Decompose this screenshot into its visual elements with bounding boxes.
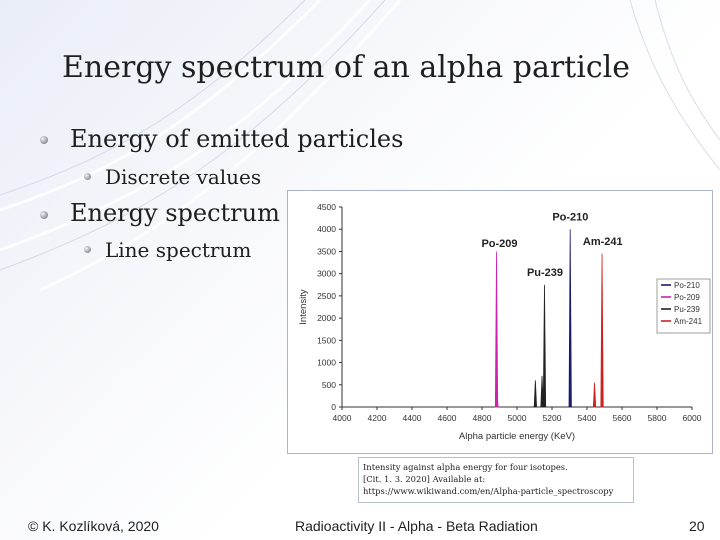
peak-label-po-209: Po-209 (481, 238, 517, 250)
x-tick-label: 5600 (613, 413, 632, 423)
legend-label-am-241: Am-241 (674, 317, 703, 326)
caption-line-1: Intensity against alpha energy for four … (363, 462, 568, 472)
x-axis-label: Alpha particle energy (KeV) (459, 431, 575, 442)
y-axis-label: Intensity (298, 289, 309, 325)
caption-line-3: https://www.wikiwand.com/en/Alpha-partic… (363, 486, 614, 496)
peak-label-pu-239: Pu-239 (527, 267, 563, 279)
peak-po-209 (495, 393, 499, 408)
footer-course: Radioactivity II - Alpha - Beta Radiatio… (295, 518, 538, 534)
y-tick-label: 2000 (317, 313, 336, 323)
y-tick-label: 4500 (317, 202, 336, 212)
y-tick-label: 0 (331, 402, 336, 412)
y-tick-label: 500 (322, 380, 336, 390)
y-tick-label: 3000 (317, 269, 336, 279)
sub-bullet-dot (84, 246, 91, 253)
x-tick-label: 5800 (648, 413, 667, 423)
peak-pu-239 (533, 380, 537, 408)
sub-bullet-discrete-values: Discrete values (105, 165, 262, 189)
x-tick-label: 4000 (333, 413, 352, 423)
bullet-dot (40, 136, 48, 144)
peak-label-po-210: Po-210 (552, 211, 588, 223)
x-tick-label: 4400 (403, 413, 422, 423)
sub-bullet-dot (84, 173, 91, 180)
peak-po-210 (568, 229, 572, 408)
y-tick-label: 3500 (317, 246, 336, 256)
peak-po-209 (494, 251, 499, 408)
peak-pu-239 (542, 284, 547, 408)
x-tick-label: 5200 (543, 413, 562, 423)
x-tick-label: 5400 (578, 413, 597, 423)
legend-label-po-209: Po-209 (674, 293, 700, 302)
slide-title: Energy spectrum of an alpha particle (62, 50, 630, 85)
y-tick-label: 1500 (317, 335, 336, 345)
y-tick-label: 1000 (317, 358, 336, 368)
figure-caption: Intensity against alpha energy for four … (358, 457, 634, 503)
peak-am-241 (600, 253, 604, 408)
peak-label-am-241: Am-241 (583, 236, 623, 248)
peak-pu-239 (540, 375, 544, 408)
y-tick-label: 2500 (317, 291, 336, 301)
legend-label-pu-239: Pu-239 (674, 305, 700, 314)
bullet-energy-of-emitted-particles: Energy of emitted particles (70, 125, 404, 153)
spectrum-chart: 0 500 1000 1500 2000 2500 3000 3500 4000 4500 4000… (287, 190, 713, 454)
sub-bullet-line-spectrum: Line spectrum (105, 238, 252, 262)
legend-label-po-210: Po-210 (674, 281, 700, 290)
footer-page-number: 20 (689, 518, 705, 534)
caption-line-2: [Cit. 1. 3. 2020] Available at: (363, 474, 486, 484)
x-tick-label: 5000 (508, 413, 527, 423)
x-tick-label: 4600 (438, 413, 457, 423)
legend-box (656, 278, 711, 334)
y-tick-label: 4000 (317, 224, 336, 234)
x-tick-label: 6000 (683, 413, 702, 423)
x-tick-label: 4800 (473, 413, 492, 423)
x-tick-label: 4200 (368, 413, 387, 423)
spectrum-chart-svg: 0 500 1000 1500 2000 2500 3000 3500 4000 4500 4000… (298, 202, 711, 442)
footer-author: © K. Kozlíková, 2020 (28, 518, 159, 534)
bullet-dot (40, 211, 48, 219)
bullet-energy-spectrum: Energy spectrum (70, 199, 280, 227)
peak-am-241 (592, 382, 597, 408)
